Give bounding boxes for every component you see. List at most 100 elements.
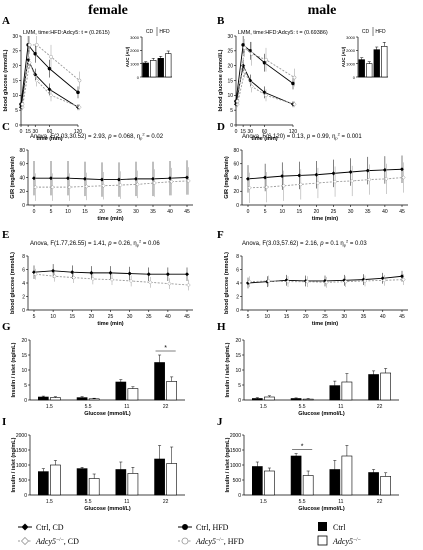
panel-B-inset-ytick-label-1: 1000: [346, 61, 356, 66]
panel-H-xlabel: Glucose (mmol/L): [298, 411, 345, 417]
panel-F-xtick-label-4: 25: [322, 314, 328, 320]
panel-B-inset-bar-2: [373, 49, 380, 78]
panel-F-annotation-part-4: 2: [346, 239, 349, 244]
panel-J-bar-1-3: [380, 476, 391, 496]
panel-B-series-3-point-2: [249, 51, 254, 56]
panel-J-xlabel: Glucose (mmol/L): [298, 506, 345, 512]
panel-D-series-0-point-3: [297, 173, 302, 178]
panel-E-ytick-label-1: 2: [22, 294, 25, 300]
panel-J-sig-label-0: *: [301, 444, 304, 451]
panel-J-category-0: 1.5: [260, 499, 267, 505]
panel-I-ytick-label-1: 500: [19, 478, 28, 484]
panel-C-series-0-point-6: [133, 176, 139, 182]
panel-D-annotation-part-4: 2: [338, 132, 341, 137]
panel-A-xtick-label-4: 120: [74, 129, 83, 135]
panel-I-bar-0-0: [37, 471, 49, 496]
panel-A-ytick-label-0: 0: [15, 123, 18, 129]
legend-ctrl-hfd: Ctrl, HFD: [178, 523, 229, 532]
panel-G-bar-1-0: [50, 397, 61, 401]
panel-A-series-0-point-3: [47, 87, 52, 92]
panel-I-bar-1-1: [88, 478, 100, 496]
panel-G-bar-0-3: [154, 362, 165, 401]
panel-A-ytick-label-6: 30: [12, 34, 18, 40]
panel-E-series-1-line: [35, 273, 189, 286]
panel-H-bar-1-0: [264, 396, 275, 401]
panel-B-series-1-point-1: [242, 69, 247, 74]
panel-E-series-1-point-5: [128, 278, 134, 284]
panel-G-ytick-label-0: 0: [24, 398, 27, 404]
panel-D-series-1-point-2: [281, 183, 286, 188]
panel-G-sig-label-0: *: [164, 345, 167, 352]
panel-C-annotation-part-0: Anova, F(2.03,30.52) = 2.93,: [30, 134, 108, 140]
panel-F-series-1-point-8: [401, 277, 406, 282]
panel-D-xtick-label-0: 0: [247, 209, 250, 215]
panel-C-xtick-label-3: 15: [82, 209, 88, 215]
panel-D-series-1-point-5: [332, 179, 338, 184]
panel-B-xtick-label-4: 120: [289, 129, 298, 135]
legend-ko-bar-gene: Adcy5: [332, 537, 353, 546]
panel-I-bar-0-2: [115, 469, 127, 496]
panel-I-bar-1-0: [50, 464, 61, 496]
panel-F-label: F: [217, 229, 224, 241]
panel-F-series-1-point-6: [362, 278, 368, 284]
panel-B-ytick-label-2: 10: [227, 93, 233, 99]
panel-G-bar-1-1: [88, 398, 100, 401]
panel-I-ytick-label-3: 1500: [16, 448, 27, 454]
panel-C-series-1-point-6: [135, 182, 140, 187]
panel-E-series-1-point-0: [33, 272, 38, 277]
panel-E-annotation-part-5: = 0.06: [141, 241, 160, 247]
panel-F-annotation-part-3: p: [344, 243, 347, 248]
panel-A-series-1-point-4: [77, 105, 82, 110]
panel-A-series-3-point-1: [27, 43, 32, 47]
panel-E-xtick-label-5: 30: [127, 314, 133, 320]
panel-D-ytick-label-4: 80: [233, 148, 239, 154]
panel-C-annotation-part-3: p: [140, 136, 143, 141]
panel-E-xlabel: time (min): [97, 321, 123, 327]
panel-E-label: E: [2, 229, 9, 241]
panel-H-category-3: 22: [377, 404, 383, 410]
panel-E-annotation-part-1: p: [107, 241, 112, 247]
panel-B-inset-group-1: HFD: [375, 29, 386, 35]
panel-D-series-1-point-8: [384, 176, 389, 182]
panel-G-ytick-label-3: 15: [21, 353, 27, 359]
panel-G-category-1: 5.5: [85, 404, 92, 410]
panel-J-bar-1-1: [302, 475, 314, 496]
panel-H-bar-0-0: [252, 398, 263, 401]
panel-E-xtick-label-4: 25: [108, 314, 114, 320]
panel-F-ytick-label-1: 2: [236, 294, 239, 300]
panel-A-inset-ytick-label-3: 3000: [130, 35, 140, 40]
panel-A-annotation: LMM, time:HFD:Adcy5: t = (0.2615): [23, 30, 110, 36]
legend-ctrl-bar: Ctrl: [318, 522, 346, 532]
panel-A-inset-ytick-label-0: 0: [137, 75, 140, 80]
panel-D-series-1-point-1: [264, 184, 269, 190]
panel-E-ytick-label-2: 4: [22, 281, 25, 287]
panel-J-ytick-label-1: 500: [233, 478, 242, 484]
legend-ko-hfd-gene: Adcy5: [195, 537, 216, 546]
panel-H-bar-0-2: [329, 385, 341, 401]
panel-D-ylabel: GIR (mg/kg/min): [224, 156, 230, 199]
panel-E-series-0-point-1: [50, 268, 56, 274]
panel-D-ytick-label-1: 20: [233, 189, 239, 195]
panel-G-xlabel: Glucose (mmol/L): [84, 411, 131, 417]
panel-E-series-1-point-4: [109, 277, 115, 282]
panel-E-series-1-point-6: [148, 280, 153, 285]
panel-C-series-0-point-3: [82, 176, 88, 182]
panel-F-xtick-label-5: 30: [341, 314, 347, 320]
panel-D-label: D: [217, 121, 225, 133]
panel-J-ytick-label-2: 1000: [230, 463, 241, 469]
panel-C-series-0-point-8: [167, 176, 173, 181]
panel-C-label: C: [2, 121, 10, 133]
panel-J-ytick-label-4: 2000: [230, 433, 241, 439]
legend-ko-cd-rest: , CD: [64, 537, 79, 546]
panel-C-xtick-label-4: 20: [99, 209, 105, 215]
panel-D-ytick-label-2: 40: [233, 175, 239, 181]
panel-H-ylabel: Insulin / islet (ng/mL): [225, 342, 231, 397]
panel-H-bar-0-3: [368, 374, 379, 401]
panel-A-series-3-point-4: [77, 78, 82, 83]
panel-B-series-1-point-4: [292, 102, 297, 107]
panel-F-ytick-label-4: 8: [236, 254, 239, 260]
panel-E-ylabel: blood glucose (mmol/L): [10, 252, 16, 314]
legend-ctrl-hfd-label: Ctrl, HFD: [196, 523, 229, 532]
panel-E-ytick-label-0: 0: [22, 308, 25, 314]
